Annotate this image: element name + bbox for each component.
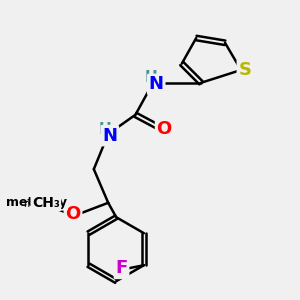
Text: methoxy: methoxy — [6, 196, 67, 209]
Text: O: O — [157, 120, 172, 138]
Text: N: N — [149, 75, 164, 93]
Text: F: F — [116, 260, 128, 278]
Text: methoxy: methoxy — [23, 200, 66, 209]
Text: H: H — [99, 122, 111, 137]
Text: N: N — [102, 127, 117, 145]
Text: O: O — [65, 205, 81, 223]
Text: CH₃: CH₃ — [32, 196, 60, 210]
Text: S: S — [238, 61, 251, 79]
Text: H: H — [145, 70, 158, 86]
